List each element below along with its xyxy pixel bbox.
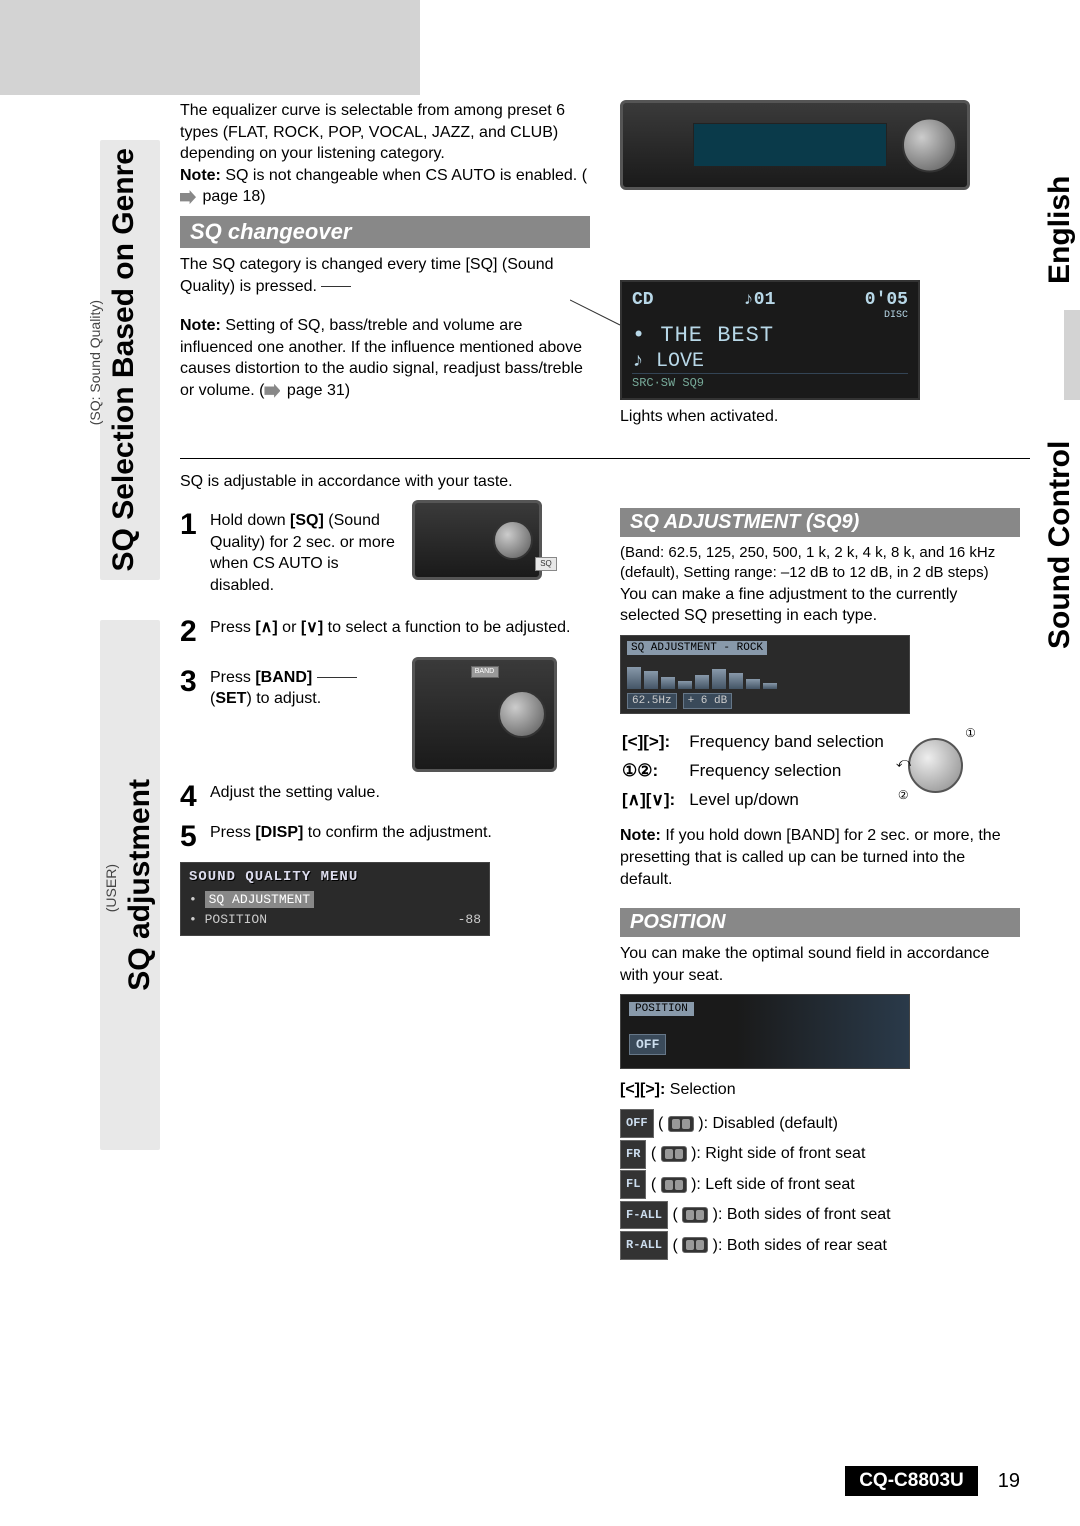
lcd-title: • THE BEST [632,323,908,348]
seat-icon [682,1207,708,1223]
lcd-status: SRC·SW SQ9 [632,373,908,390]
arrow-icon [264,384,280,398]
ctrl-12-symbol: ①②: [622,757,687,784]
eq-freq-value: 62.5Hz [627,693,677,709]
knob-diagram: ① ② ⤺ [896,726,976,806]
sq-menu-item-position: POSITION [205,912,267,927]
sq-menu-value: -88 [458,912,481,927]
step-number: 3 [180,667,202,710]
intro-note: Note: SQ is not changeable when CS AUTO … [180,165,590,208]
step-1-text: Hold down [SQ] (Sound Quality) for 2 sec… [210,510,400,596]
note-page-ref: page 31) [282,382,350,399]
seat-icon [661,1177,687,1193]
step-number: 1 [180,510,202,596]
ctrl-lr-text: Frequency band selection [689,728,884,755]
ctrl-12-text: Frequency selection [689,757,884,784]
position-option-fl: FL ( ): Left side of front seat [620,1170,1020,1200]
sq-changeover-text: The SQ category is changed every time [S… [180,254,590,297]
note-label: Note: [180,167,221,184]
note-text: SQ is not changeable when CS AUTO is ena… [221,167,587,184]
ctrl-ud-text: Level up/down [689,786,884,813]
leader-line-icon [570,290,630,330]
footer-model: CQ-C8803U [845,1466,978,1496]
note-page-ref: page 18) [198,188,266,205]
radio-photo-band-button: BAND [412,657,557,772]
position-display: POSITION OFF [620,994,910,1069]
page-footer: CQ-C8803U 19 [100,1466,1020,1496]
seat-icon [668,1116,694,1132]
radio-unit-photo [620,100,970,190]
position-options-list: OFF ( ): Disabled (default) FR ( ): Righ… [620,1109,1020,1261]
sq-menu-title: SOUND QUALITY MENU [189,869,481,885]
knob-label-1: ① [965,726,976,740]
radio-photo-sq-button: SQ [412,500,542,580]
position-option-fall: F-ALL ( ): Both sides of front seat [620,1200,1020,1230]
sq-adj-bands: (Band: 62.5, 125, 250, 500, 1 k, 2 k, 4 … [620,543,1020,584]
position-display-value: OFF [629,1034,666,1055]
arrow-icon [180,190,196,204]
step-number: 4 [180,782,202,812]
sq-adj-desc: You can make a fine adjustment to the cu… [620,584,1020,627]
sq-menu-item-adjustment: SQ ADJUSTMENT [205,891,314,908]
step-number: 5 [180,822,202,852]
sq-adj-note: Note: If you hold down [BAND] for 2 sec.… [620,825,1020,890]
lcd-caption: Lights when activated. [620,406,1020,428]
lcd-track: ♪01 [743,290,775,310]
eq-display: SQ ADJUSTMENT - ROCK 62.5Hz + 6 dB [620,635,910,714]
step-number: 2 [180,617,202,647]
position-desc: You can make the optimal sound field in … [620,943,1020,986]
position-option-fr: FR ( ): Right side of front seat [620,1139,1020,1169]
sound-quality-menu-display: SOUND QUALITY MENU • SQ ADJUSTMENT • POS… [180,862,490,936]
intro-text: The equalizer curve is selectable from a… [180,100,580,165]
sq-changeover-note: Note: Setting of SQ, bass/treble and vol… [180,315,590,401]
step-3-text: Press [BAND] (SET) to adjust. [210,667,400,710]
section-sq-adjustment: SQ ADJUSTMENT (SQ9) [620,508,1020,537]
section-sq-changeover: SQ changeover [180,216,590,248]
step-2-text: Press [∧] or [∨] to select a function to… [210,617,590,647]
knob-label-2: ② [898,788,909,802]
position-option-off: OFF ( ): Disabled (default) [620,1109,1020,1139]
lcd-song: ♪ LOVE [632,350,908,373]
position-display-title: POSITION [629,1002,694,1016]
lcd-display: CD ♪01 0'05 DISC • THE BEST ♪ LOVE SRC·S… [620,280,920,400]
eq-title: SQ ADJUSTMENT - ROCK [627,641,767,655]
footer-page-number: 19 [998,1470,1020,1493]
lcd-disc-label: DISC [632,310,908,321]
divider [180,458,1030,459]
step-5-text: Press [DISP] to confirm the adjustment. [210,822,590,852]
ctrl-lr-symbol: [<][>]: [622,728,687,755]
lcd-time: 0'05 [865,290,908,310]
step-4-text: Adjust the setting value. [210,782,590,812]
section-position: POSITION [620,908,1020,937]
control-table: [<][>]:Frequency band selection ①②:Frequ… [620,726,886,816]
position-selection-label: [<][>]: Selection [620,1079,1020,1101]
lcd-cd: CD [632,290,654,310]
eq-bars [627,659,903,689]
position-option-rall: R-ALL ( ): Both sides of rear seat [620,1231,1020,1261]
ctrl-ud-symbol: [∧][∨]: [622,786,687,813]
sq-adj-intro: SQ is adjustable in accordance with your… [180,471,1030,493]
eq-level-value: + 6 dB [683,693,733,709]
seat-icon [661,1146,687,1162]
note-text: Setting of SQ, bass/treble and volume ar… [180,317,583,399]
seat-icon [682,1237,708,1253]
knob-arrow-icon: ⤺ [896,754,911,771]
note-label: Note: [180,317,221,334]
